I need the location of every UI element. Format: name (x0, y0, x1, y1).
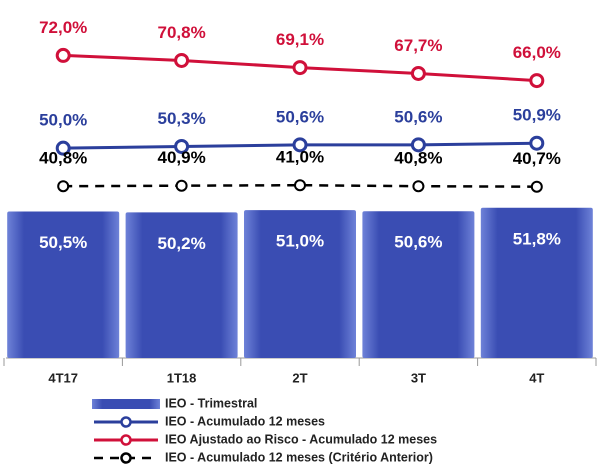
x-tick-label: 4T17 (48, 370, 78, 385)
line-value-label: 50,6% (394, 107, 442, 126)
legend-label: IEO - Acumulado 12 meses (Critério Anter… (165, 450, 433, 464)
line-marker (529, 135, 545, 151)
line-marker (57, 180, 70, 193)
line-value-label: 66,0% (513, 43, 561, 62)
bar-value-label: 50,6% (394, 233, 442, 252)
line-marker (412, 180, 425, 193)
line-value-label: 70,8% (157, 23, 205, 42)
line-value-label: 50,3% (157, 109, 205, 128)
line-value-label: 40,8% (39, 149, 87, 168)
line-marker (529, 73, 545, 89)
line-value-label: 50,6% (276, 107, 324, 126)
line-marker (55, 47, 71, 63)
bar (480, 207, 593, 358)
x-tick-label: 3T (411, 370, 426, 385)
legend-label: IEO - Acumulado 12 meses (165, 414, 325, 428)
line-value-label: 41,0% (276, 148, 324, 167)
bar-value-label: 50,2% (157, 234, 205, 253)
line-value-label: 40,7% (513, 149, 561, 168)
line-value-label: 40,8% (394, 149, 442, 168)
line-marker (174, 138, 190, 154)
bar-value-label: 51,8% (513, 229, 561, 248)
line-value-label: 50,9% (513, 106, 561, 125)
line-marker (55, 140, 71, 156)
bar-value-label: 50,5% (39, 233, 87, 252)
line-marker (174, 52, 190, 68)
legend-label: IEO - Trimestral (165, 396, 257, 410)
line-value-label: 40,9% (157, 148, 205, 167)
bar (125, 212, 238, 358)
line-marker (410, 65, 426, 81)
legend-label: IEO Ajustado ao Risco - Acumulado 12 mes… (165, 432, 437, 446)
legend-swatch (92, 399, 160, 409)
line-value-label: 72,0% (39, 18, 87, 37)
bar (362, 211, 475, 358)
x-tick-label: 4T (529, 370, 544, 385)
line-value-label: 50,0% (39, 111, 87, 130)
line-marker (292, 137, 308, 153)
legend-marker (120, 452, 132, 464)
line-value-label: 69,1% (276, 30, 324, 49)
bar (7, 211, 120, 358)
line-marker (175, 179, 188, 192)
line-value-label: 67,7% (394, 36, 442, 55)
x-tick-label: 1T18 (167, 370, 197, 385)
bar (244, 210, 356, 358)
line-marker (292, 60, 308, 76)
line-marker (410, 137, 426, 153)
bar-value-label: 51,0% (276, 232, 324, 251)
x-tick-label: 2T (292, 370, 307, 385)
legend-marker (120, 434, 132, 446)
line-marker (294, 179, 306, 192)
line-marker (530, 180, 543, 193)
legend-marker (120, 416, 132, 428)
